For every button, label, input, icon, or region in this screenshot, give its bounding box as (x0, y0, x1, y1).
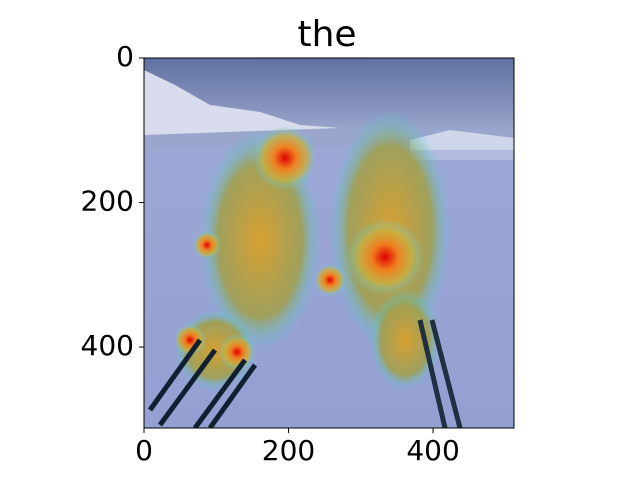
chart-title: the (297, 14, 356, 55)
x-tick-label: 200 (262, 434, 315, 467)
axes-frame (143, 57, 515, 429)
x-tick-label: 400 (406, 434, 459, 467)
y-tick-label: 200 (81, 185, 134, 218)
y-tick-label: 0 (116, 40, 134, 73)
y-tick-label: 400 (81, 329, 134, 362)
heatmap-image (144, 58, 514, 428)
x-tick-label: 0 (135, 434, 153, 467)
